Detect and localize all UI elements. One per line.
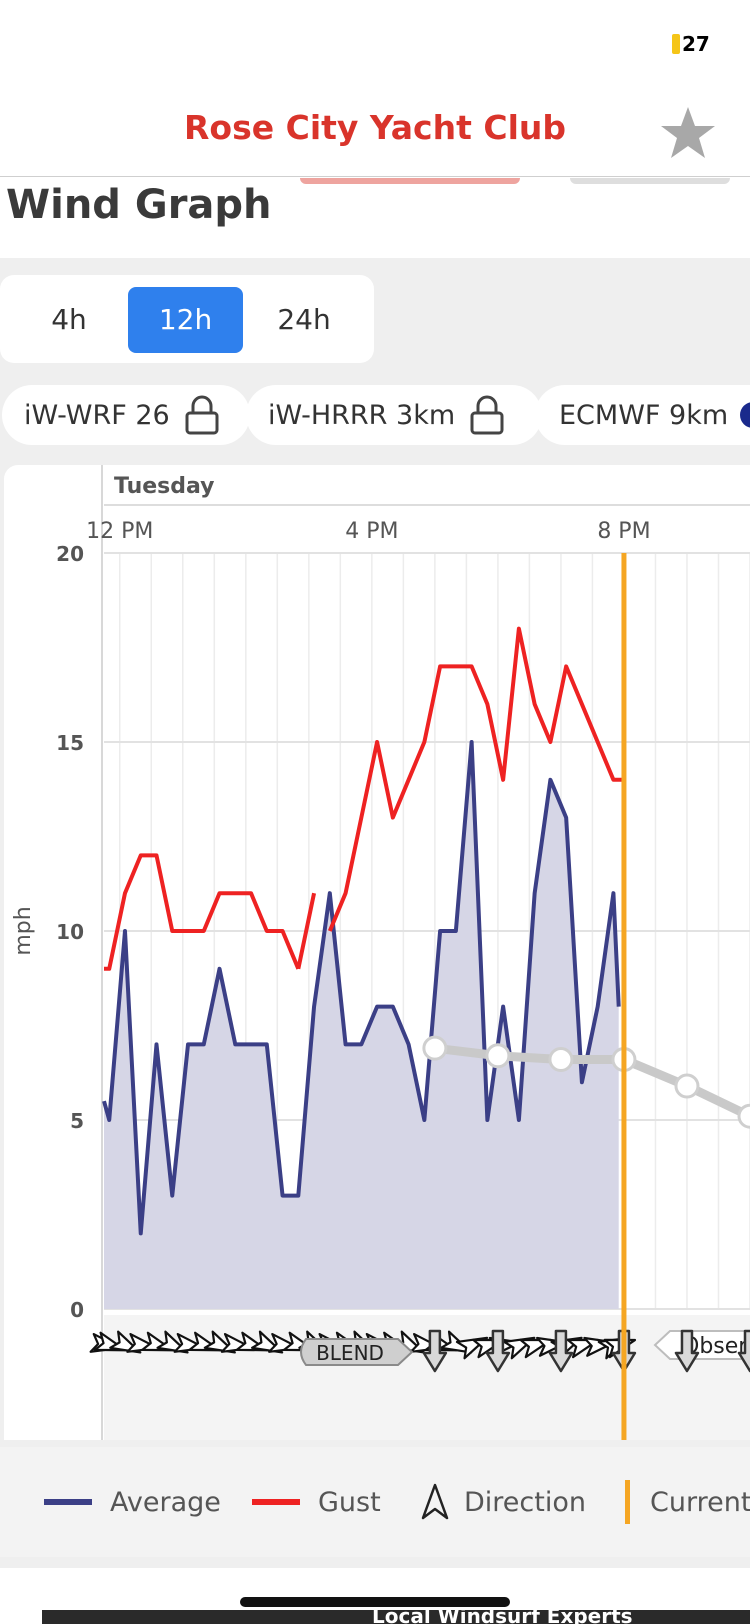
- x-tick-label: 8 PM: [597, 519, 650, 544]
- dot-icon: [740, 402, 750, 428]
- legend-label: Direction: [464, 1486, 586, 1518]
- model-chip-label: iW-WRF 26: [24, 399, 170, 431]
- model-chip-label: ECMWF 9km: [559, 399, 729, 431]
- nav-title: Rose City Yacht Club: [184, 108, 566, 147]
- y-tick-label: 15: [56, 731, 84, 755]
- gust-line: [104, 853, 301, 971]
- forecast-arrow: [737, 1329, 750, 1373]
- blend-tag: BLEND: [300, 1338, 414, 1366]
- range-24h-button[interactable]: 24h: [277, 303, 331, 336]
- forecast-arrow: [485, 1329, 511, 1373]
- model-chip-ecmwf[interactable]: ECMWF 9km: [535, 385, 750, 445]
- direction-strip-bg: [104, 1315, 750, 1440]
- legend-item-gust: Gust: [252, 1447, 381, 1557]
- range-12h-button[interactable]: 12h: [128, 287, 243, 353]
- y-tick-label: 0: [70, 1298, 84, 1322]
- nav-divider: [0, 176, 750, 177]
- range-selector: 4h 12h 24h: [0, 275, 374, 363]
- range-4h-button[interactable]: 4h: [51, 303, 87, 336]
- shadow-hint: [570, 178, 730, 184]
- battery-indicator: 27: [672, 32, 710, 56]
- blend-tag-shape: [300, 1338, 414, 1366]
- legend-label: Average: [110, 1486, 221, 1518]
- observation-callout: Obser: [653, 1330, 750, 1360]
- battery-level: 27: [682, 32, 710, 56]
- y-axis-label: mph: [11, 906, 36, 955]
- star-icon[interactable]: [658, 104, 718, 164]
- legend-item-direction: Direction: [420, 1447, 586, 1557]
- ad-banner[interactable]: Local Windsurf Experts: [42, 1610, 750, 1624]
- y-tick-label: 5: [70, 1109, 84, 1133]
- legend-swatch-current: [625, 1480, 630, 1524]
- legend-item-average: Average: [44, 1447, 221, 1557]
- battery-icon: [672, 34, 680, 54]
- x-tick-label: 12 PM: [86, 519, 153, 544]
- forecast-arrow: [548, 1329, 574, 1373]
- forecast-arrow: [674, 1329, 700, 1373]
- chart-header-bg: [104, 465, 750, 489]
- observation-point: [485, 1043, 511, 1069]
- legend-swatch-average: [44, 1499, 92, 1505]
- page-heading: Wind Graph: [6, 182, 272, 228]
- forecast-arrow: [422, 1329, 448, 1373]
- day-label: Tuesday: [114, 474, 215, 499]
- gust-line: [327, 626, 624, 932]
- ad-text: Local Windsurf Experts: [372, 1610, 633, 1624]
- legend-item-current: Current: [625, 1447, 750, 1557]
- lock-icon: [470, 395, 504, 435]
- observation-point: [422, 1035, 448, 1061]
- y-tick-label: 10: [56, 920, 84, 944]
- observation-point: [548, 1047, 574, 1073]
- gust-line: [296, 892, 317, 970]
- y-tick-label: 20: [56, 542, 84, 566]
- legend-label: Gust: [318, 1486, 381, 1518]
- shadow-hint: [300, 178, 520, 184]
- average-line: [102, 740, 621, 1236]
- average-area: [104, 742, 619, 1309]
- blend-tag-text: BLEND: [316, 1341, 384, 1365]
- observation-point: [737, 1103, 750, 1129]
- legend: Average Gust Direction Current: [0, 1447, 750, 1557]
- direction-arrow-icon: [421, 1483, 449, 1520]
- model-chip-iw-wrf[interactable]: iW-WRF 26: [2, 385, 250, 445]
- home-indicator[interactable]: [240, 1597, 510, 1607]
- legend-swatch-gust: [252, 1499, 300, 1505]
- x-tick-label: 4 PM: [345, 519, 398, 544]
- model-chip-iw-hrrr[interactable]: iW-HRRR 3km: [246, 385, 542, 445]
- lock-icon: [185, 395, 219, 435]
- model-chip-label: iW-HRRR 3km: [268, 399, 456, 431]
- observation-point: [674, 1073, 700, 1099]
- legend-label: Current: [650, 1486, 750, 1518]
